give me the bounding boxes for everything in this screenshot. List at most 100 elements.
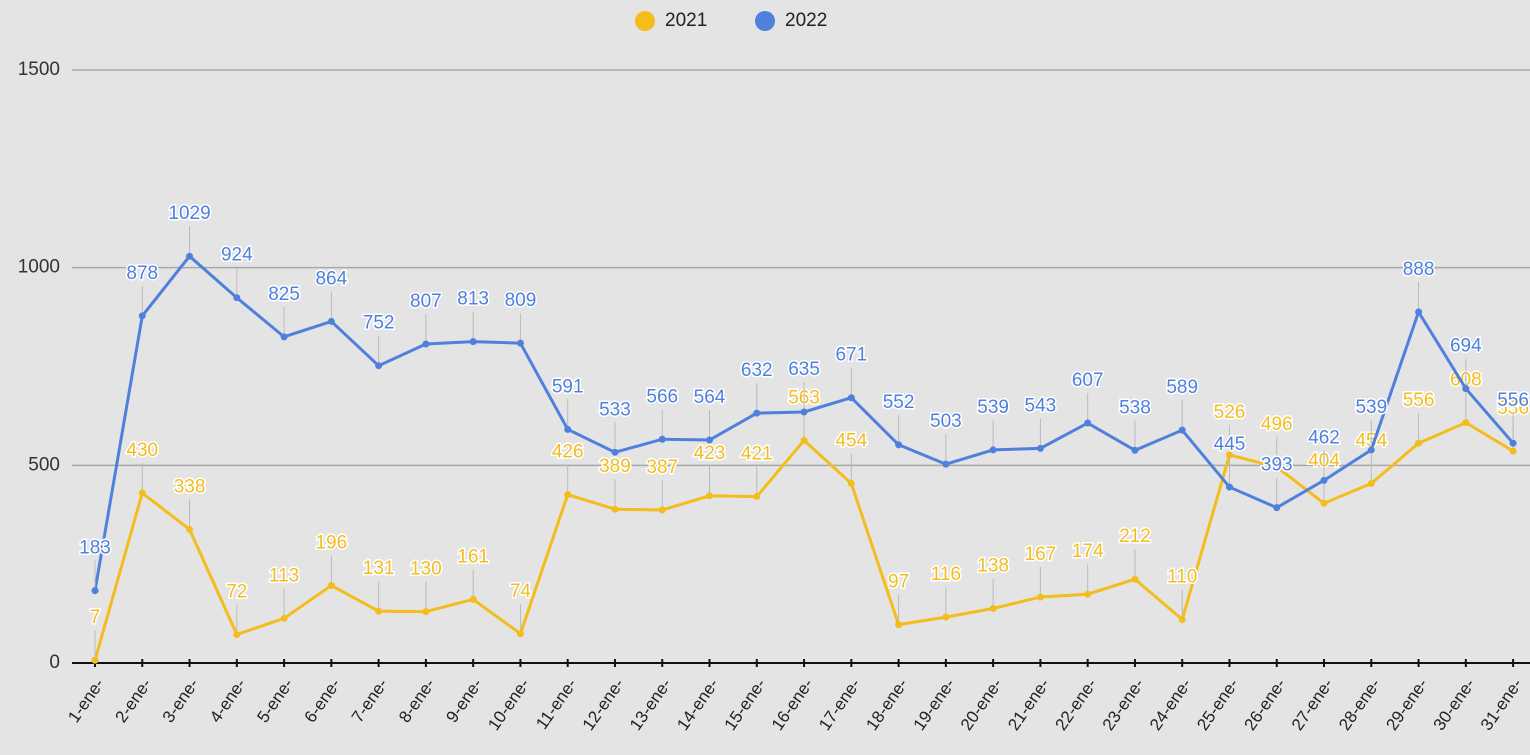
point bbox=[1320, 476, 1328, 484]
data-label: 7 bbox=[90, 607, 101, 628]
point bbox=[233, 294, 241, 302]
data-label: 538 bbox=[1119, 397, 1151, 418]
point bbox=[91, 587, 99, 595]
point bbox=[658, 506, 666, 514]
point bbox=[1084, 590, 1092, 598]
point bbox=[138, 489, 146, 497]
point bbox=[1367, 446, 1375, 454]
x-tick-label: 22-ene- bbox=[1051, 675, 1100, 734]
point bbox=[611, 505, 619, 513]
data-label: 161 bbox=[457, 546, 489, 567]
data-label: 496 bbox=[1261, 414, 1293, 435]
data-label: 503 bbox=[930, 411, 962, 432]
point bbox=[658, 435, 666, 443]
x-tick-label: 28-ene- bbox=[1335, 675, 1384, 734]
data-label: 589 bbox=[1166, 377, 1198, 398]
point bbox=[989, 604, 997, 612]
point bbox=[422, 608, 430, 616]
point bbox=[942, 613, 950, 621]
x-tick-label: 14-ene- bbox=[673, 675, 722, 734]
x-tick-label: 9-ene- bbox=[442, 675, 486, 726]
x-tick-label: 1-ene- bbox=[64, 675, 108, 726]
x-tick-label: 13-ene- bbox=[626, 675, 675, 734]
data-label: 533 bbox=[599, 399, 631, 420]
data-label: 825 bbox=[268, 284, 300, 305]
point bbox=[375, 607, 383, 615]
point bbox=[895, 441, 903, 449]
data-label: 393 bbox=[1261, 455, 1293, 476]
data-label: 809 bbox=[505, 290, 537, 311]
point bbox=[1462, 385, 1470, 393]
data-label: 183 bbox=[79, 538, 111, 559]
x-tick-label: 20-ene- bbox=[957, 675, 1006, 734]
data-label: 196 bbox=[315, 533, 347, 554]
point bbox=[516, 339, 524, 347]
data-label: 694 bbox=[1450, 336, 1482, 357]
data-label: 635 bbox=[788, 359, 820, 380]
x-tick-label: 6-ene- bbox=[301, 675, 345, 726]
y-tick-label: 1000 bbox=[18, 257, 60, 278]
x-tick-label: 12-ene- bbox=[579, 675, 628, 734]
point bbox=[1273, 463, 1281, 471]
x-tick-label: 3-ene- bbox=[159, 675, 203, 726]
point bbox=[327, 317, 335, 325]
x-tick-label: 16-ene- bbox=[768, 675, 817, 734]
x-tick-label: 25-ene- bbox=[1193, 675, 1242, 734]
data-label: 564 bbox=[694, 387, 726, 408]
x-tick-label: 11-ene- bbox=[532, 675, 580, 733]
point bbox=[1415, 308, 1423, 316]
data-label: 74 bbox=[510, 581, 532, 602]
x-tick-label: 26-ene- bbox=[1241, 675, 1290, 734]
data-label: 421 bbox=[741, 444, 773, 465]
y-tick-label: 0 bbox=[49, 652, 60, 673]
x-tick-label: 8-ene- bbox=[395, 675, 439, 726]
point bbox=[186, 525, 194, 533]
point bbox=[1509, 439, 1517, 447]
data-label: 212 bbox=[1119, 526, 1151, 547]
point bbox=[564, 425, 572, 433]
data-label: 113 bbox=[269, 565, 299, 586]
point bbox=[469, 338, 477, 346]
point bbox=[1131, 575, 1139, 583]
x-tick-label: 18-ene- bbox=[862, 675, 911, 734]
point bbox=[138, 312, 146, 320]
x-tick-label: 19-ene- bbox=[910, 675, 959, 734]
point bbox=[1225, 451, 1233, 459]
point bbox=[91, 656, 99, 664]
data-label: 878 bbox=[126, 263, 158, 284]
point bbox=[895, 621, 903, 629]
point bbox=[1131, 446, 1139, 454]
data-label: 1029 bbox=[168, 203, 210, 224]
data-label: 423 bbox=[694, 443, 726, 464]
data-label: 131 bbox=[363, 558, 395, 579]
point bbox=[1036, 593, 1044, 601]
data-label: 671 bbox=[835, 345, 867, 366]
point bbox=[1036, 444, 1044, 452]
x-tick-label: 29-ene- bbox=[1382, 675, 1431, 734]
point bbox=[422, 340, 430, 348]
legend-marker bbox=[635, 11, 655, 31]
point bbox=[564, 491, 572, 499]
data-label: 864 bbox=[315, 268, 347, 289]
data-label: 552 bbox=[883, 392, 915, 413]
point bbox=[1273, 504, 1281, 512]
data-label: 543 bbox=[1025, 395, 1057, 416]
data-label: 138 bbox=[977, 555, 1009, 576]
point bbox=[186, 252, 194, 260]
x-tick-label: 24-ene- bbox=[1146, 675, 1195, 734]
y-tick-label: 1500 bbox=[18, 59, 60, 80]
point bbox=[375, 362, 383, 370]
point bbox=[706, 436, 714, 444]
data-label: 591 bbox=[552, 376, 584, 397]
point bbox=[753, 493, 761, 501]
point bbox=[753, 409, 761, 417]
data-label: 72 bbox=[226, 582, 247, 603]
data-label: 454 bbox=[835, 431, 867, 452]
point bbox=[1367, 480, 1375, 488]
x-tick-label: 2-ene- bbox=[111, 675, 155, 726]
data-label: 389 bbox=[599, 456, 631, 477]
x-tick-label: 4-ene- bbox=[206, 675, 250, 726]
data-label: 752 bbox=[363, 313, 395, 334]
point bbox=[942, 460, 950, 468]
point bbox=[280, 614, 288, 622]
